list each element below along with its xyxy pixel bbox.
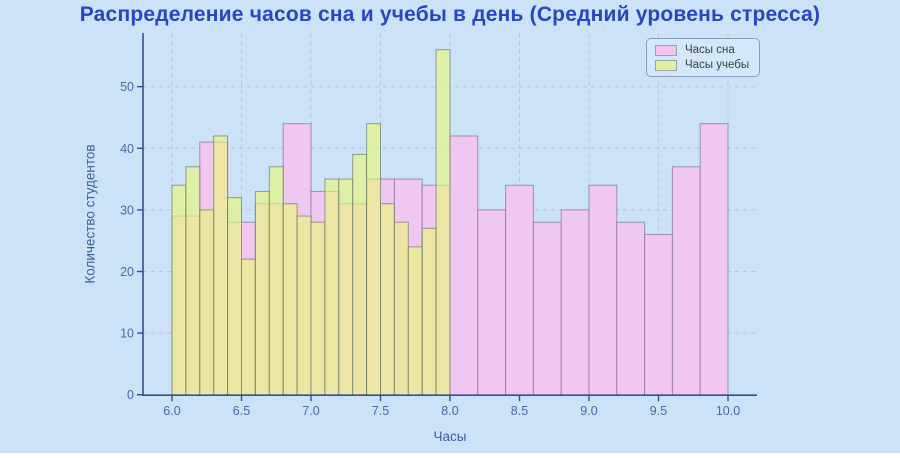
y-tick-label: 30 — [120, 203, 134, 217]
legend-label-sleep: Часы сна — [685, 44, 735, 56]
sleep-bar — [449, 135, 479, 396]
study-bar — [241, 258, 256, 396]
study-bar — [393, 221, 409, 396]
study-bar — [213, 135, 229, 396]
x-tick-label: 9.5 — [650, 404, 667, 418]
study-bar — [296, 215, 312, 396]
y-tick-label: 50 — [120, 80, 134, 94]
x-axis-title: Часы — [433, 429, 467, 444]
legend-swatch-study — [655, 59, 677, 71]
x-tick-label: 7.5 — [372, 404, 389, 418]
x-tick-label: 9.0 — [580, 404, 597, 418]
legend-item-study: Часы учебы — [655, 59, 749, 71]
study-bar — [282, 203, 298, 396]
study-bar — [171, 184, 187, 396]
study-bar — [407, 246, 423, 396]
study-bar — [366, 123, 382, 396]
legend-swatch-sleep — [655, 44, 677, 56]
y-tick-label: 10 — [120, 327, 134, 341]
x-tick-label: 8.0 — [441, 404, 458, 418]
study-bar — [199, 209, 215, 396]
sleep-bar — [699, 123, 729, 396]
study-bar — [338, 178, 354, 396]
study-bar — [310, 221, 326, 396]
y-tick-label: 40 — [120, 142, 134, 156]
sleep-bar — [477, 209, 507, 396]
sleep-bar — [616, 221, 646, 396]
x-tick-label: 8.5 — [511, 404, 528, 418]
study-bar — [324, 178, 340, 396]
sleep-bar — [671, 166, 701, 396]
legend: Часы сна Часы учебы — [646, 38, 761, 77]
study-bar — [185, 166, 201, 396]
study-bar — [352, 153, 368, 396]
sleep-bar — [560, 209, 590, 396]
study-bar — [254, 190, 270, 396]
x-tick-label: 6.5 — [233, 404, 250, 418]
sleep-bar — [532, 221, 562, 396]
study-bar — [421, 227, 437, 396]
y-tick-label: 20 — [120, 265, 134, 279]
x-tick-label: 10.0 — [716, 404, 740, 418]
x-tick-label: 7.0 — [302, 404, 319, 418]
sleep-bar — [644, 234, 673, 396]
study-bar — [435, 49, 451, 396]
y-tick-label: 0 — [127, 388, 134, 402]
legend-label-study: Часы учебы — [685, 59, 750, 71]
sleep-bar — [588, 184, 618, 396]
study-bar — [227, 197, 243, 396]
legend-item-sleep: Часы сна — [655, 44, 749, 56]
chart-title: Распределение часов сна и учебы в день (… — [79, 3, 821, 26]
study-bar — [380, 203, 395, 396]
y-axis-title: Количество студентов — [82, 144, 98, 284]
study-bar — [268, 166, 284, 396]
x-tick-label: 6.0 — [163, 404, 180, 418]
sleep-bar — [505, 184, 534, 396]
